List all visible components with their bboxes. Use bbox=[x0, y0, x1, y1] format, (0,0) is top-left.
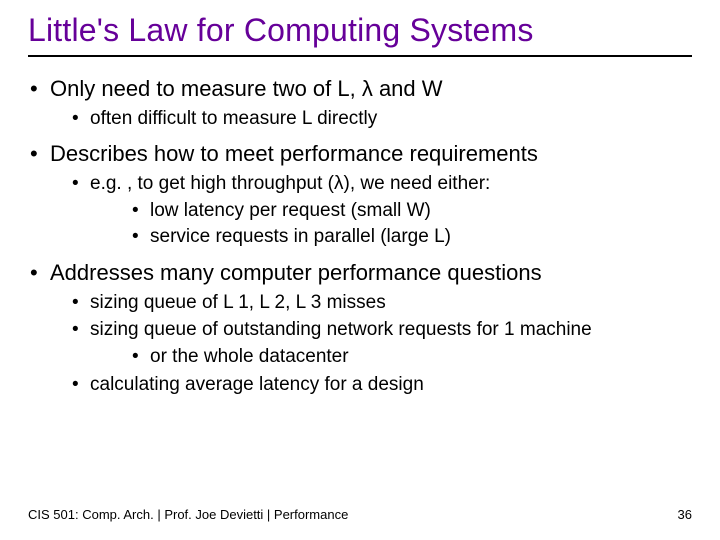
page-number: 36 bbox=[678, 507, 692, 522]
bullet-lvl2: sizing queue of outstanding network requ… bbox=[50, 318, 692, 369]
bullet-text: calculating average latency for a design bbox=[90, 374, 424, 395]
bullet-lvl3: or the whole datacenter bbox=[90, 345, 692, 369]
bullet-text: low latency per request (small W) bbox=[150, 200, 431, 221]
bullet-lvl2: calculating average latency for a design bbox=[50, 373, 692, 397]
bullet-sublist: sizing queue of L 1, L 2, L 3 misses siz… bbox=[50, 291, 692, 397]
bullet-text: often difficult to measure L directly bbox=[90, 108, 377, 129]
bullet-list: Only need to measure two of L, λ and W o… bbox=[28, 75, 692, 397]
bullet-sublist: low latency per request (small W) servic… bbox=[90, 199, 692, 250]
bullet-lvl3: low latency per request (small W) bbox=[90, 199, 692, 223]
bullet-text: Only need to measure two of L, λ and W bbox=[50, 76, 443, 101]
bullet-text: sizing queue of L 1, L 2, L 3 misses bbox=[90, 292, 386, 313]
slide: Little's Law for Computing Systems Only … bbox=[0, 0, 720, 540]
footer-text: CIS 501: Comp. Arch. | Prof. Joe Deviett… bbox=[28, 507, 348, 522]
bullet-sublist: or the whole datacenter bbox=[90, 345, 692, 369]
bullet-lvl1: Describes how to meet performance requir… bbox=[28, 140, 692, 249]
bullet-sublist: often difficult to measure L directly bbox=[50, 107, 692, 131]
bullet-text: Describes how to meet performance requir… bbox=[50, 141, 538, 166]
bullet-text: or the whole datacenter bbox=[150, 346, 349, 367]
bullet-text: sizing queue of outstanding network requ… bbox=[90, 319, 592, 340]
bullet-lvl3: service requests in parallel (large L) bbox=[90, 225, 692, 249]
bullet-lvl1: Only need to measure two of L, λ and W o… bbox=[28, 75, 692, 130]
bullet-text: Addresses many computer performance ques… bbox=[50, 260, 542, 285]
bullet-lvl2: sizing queue of L 1, L 2, L 3 misses bbox=[50, 291, 692, 315]
bullet-lvl2: e.g. , to get high throughput (λ), we ne… bbox=[50, 172, 692, 249]
bullet-sublist: e.g. , to get high throughput (λ), we ne… bbox=[50, 172, 692, 249]
bullet-text: e.g. , to get high throughput (λ), we ne… bbox=[90, 173, 490, 194]
bullet-text: service requests in parallel (large L) bbox=[150, 226, 451, 247]
slide-title: Little's Law for Computing Systems bbox=[28, 12, 692, 57]
bullet-lvl1: Addresses many computer performance ques… bbox=[28, 259, 692, 397]
bullet-lvl2: often difficult to measure L directly bbox=[50, 107, 692, 131]
